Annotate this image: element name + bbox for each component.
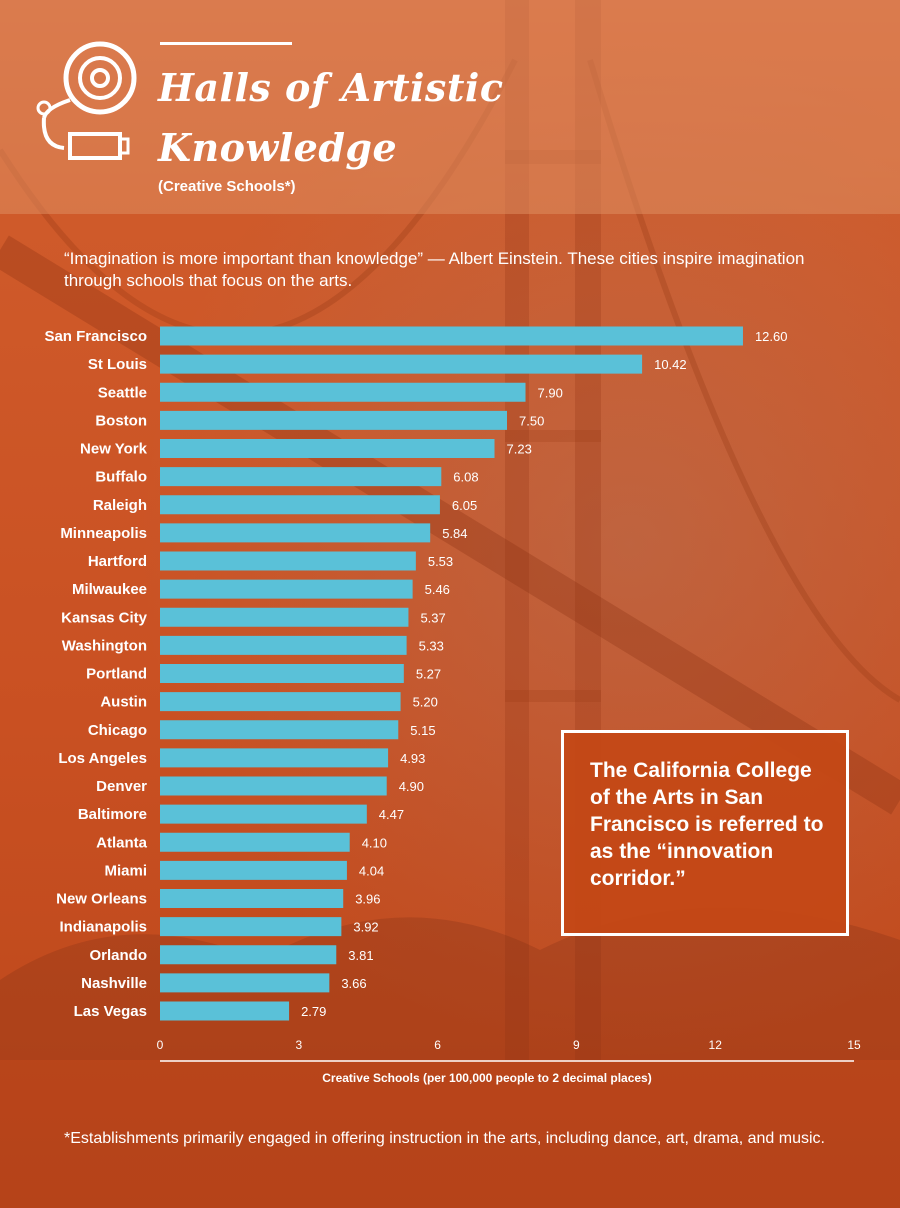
value-label: 4.04 <box>359 863 384 878</box>
value-label: 5.20 <box>413 695 438 710</box>
category-label: Raleigh <box>93 497 147 514</box>
bar <box>160 326 743 346</box>
category-label: New Orleans <box>56 891 147 908</box>
title-rule <box>160 42 292 45</box>
footnote: *Establishments primarily engaged in off… <box>64 1130 825 1147</box>
value-label: 10.42 <box>654 357 687 372</box>
callout-box: The California College of the Arts in Sa… <box>561 730 849 936</box>
bar <box>160 776 387 796</box>
value-label: 5.27 <box>416 667 441 682</box>
category-label: Washington <box>62 637 147 654</box>
value-label: 12.60 <box>755 329 788 344</box>
category-label: Boston <box>95 412 147 429</box>
category-label: Indianapolis <box>59 919 147 936</box>
header-band <box>0 0 900 214</box>
value-label: 5.37 <box>420 610 445 625</box>
bar <box>160 354 643 374</box>
bar <box>160 607 409 627</box>
value-label: 6.05 <box>452 498 477 513</box>
callout-text: The California College of the Arts in Sa… <box>590 759 824 890</box>
value-label: 5.46 <box>425 582 450 597</box>
intro-quote: “Imagination is more important than know… <box>64 249 805 290</box>
value-label: 7.50 <box>519 413 544 428</box>
category-label: Portland <box>86 666 147 683</box>
value-label: 5.53 <box>428 554 453 569</box>
page-title: Halls of Artistic Knowledge <box>158 65 504 170</box>
category-label: Austin <box>100 694 147 711</box>
category-label: Baltimore <box>78 806 147 823</box>
bar <box>160 495 440 515</box>
category-label: Hartford <box>88 553 147 570</box>
bar <box>160 523 431 543</box>
bar <box>160 410 507 430</box>
x-tick-label: 9 <box>573 1038 580 1052</box>
bar <box>160 664 404 683</box>
bar <box>160 973 330 993</box>
bar <box>160 382 526 402</box>
x-tick-label: 3 <box>295 1038 302 1052</box>
category-label: New York <box>80 441 148 458</box>
x-tick-label: 15 <box>847 1038 861 1052</box>
category-label: Denver <box>96 778 147 795</box>
category-label: Orlando <box>89 947 147 964</box>
category-label: San Francisco <box>44 328 147 345</box>
bell-logo-icon <box>30 38 140 173</box>
value-label: 4.90 <box>399 779 424 794</box>
bar <box>160 551 416 571</box>
value-label: 3.96 <box>355 892 380 907</box>
category-label: Buffalo <box>95 469 147 486</box>
category-label: Nashville <box>81 975 147 992</box>
bar <box>160 720 399 740</box>
category-label: Chicago <box>88 722 147 739</box>
bar <box>160 889 344 908</box>
category-label: Los Angeles <box>58 750 147 767</box>
category-label: Las Vegas <box>74 1003 147 1020</box>
category-label: Atlanta <box>96 834 147 851</box>
category-label: Seattle <box>98 384 147 401</box>
value-label: 4.93 <box>400 751 425 766</box>
value-label: 7.23 <box>507 442 532 457</box>
value-label: 3.81 <box>348 948 373 963</box>
x-axis-title: Creative Schools (per 100,000 people to … <box>322 1071 651 1085</box>
bar <box>160 748 389 768</box>
x-tick-label: 0 <box>157 1038 164 1052</box>
value-label: 5.33 <box>419 638 444 653</box>
bar <box>160 832 350 852</box>
value-label: 2.79 <box>301 1004 326 1019</box>
value-label: 7.90 <box>538 385 563 400</box>
bar <box>160 692 401 712</box>
bar <box>160 860 347 880</box>
bar <box>160 917 342 937</box>
x-tick-label: 6 <box>434 1038 441 1052</box>
value-label: 3.92 <box>353 920 378 935</box>
value-label: 3.66 <box>341 976 366 991</box>
bar <box>160 804 367 824</box>
bar <box>160 635 407 655</box>
category-label: Miami <box>104 862 147 879</box>
bar <box>160 579 413 599</box>
value-label: 5.84 <box>442 526 467 541</box>
value-label: 5.15 <box>410 723 435 738</box>
bar <box>160 1001 290 1021</box>
value-label: 4.10 <box>362 835 387 850</box>
x-tick-label: 12 <box>709 1038 723 1052</box>
bar <box>160 439 495 458</box>
category-label: St Louis <box>88 356 147 373</box>
category-label: Minneapolis <box>60 525 147 542</box>
page-subtitle: (Creative Schools*) <box>158 178 296 195</box>
value-label: 4.47 <box>379 807 404 822</box>
bar <box>160 945 337 965</box>
category-label: Kansas City <box>61 609 148 626</box>
value-label: 6.08 <box>453 470 478 485</box>
category-label: Milwaukee <box>72 581 147 598</box>
bar <box>160 467 442 487</box>
